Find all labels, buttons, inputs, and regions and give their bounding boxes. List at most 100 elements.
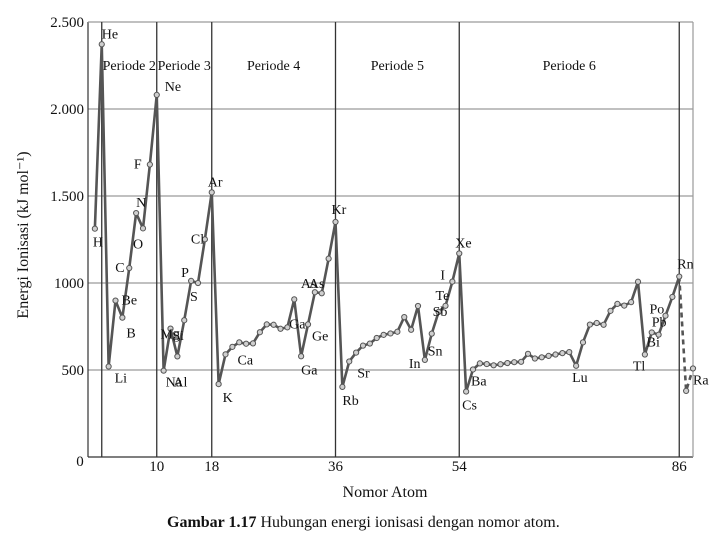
data-point [621,302,628,309]
data-point [201,236,208,243]
element-label: Lu [572,371,588,386]
data-point [380,331,387,338]
data-point [332,218,339,226]
data-point [442,302,449,309]
element-label: Kr [332,203,347,218]
element-label: Cs [462,399,477,414]
element-label: I [440,269,445,284]
data-point [243,340,250,347]
element-label: Na [166,376,183,391]
data-point [215,380,222,388]
element-label: Li [115,372,128,387]
data-point [428,330,435,337]
element-label: In [409,357,421,372]
data-point [401,314,408,321]
x-tick-label: 36 [328,459,344,475]
data-point [126,264,133,272]
element-label: K [223,391,233,406]
element-label: Sb [433,305,448,320]
data-point [236,339,243,346]
element-label: F [134,158,142,173]
element-label: Ga [301,363,318,378]
data-point [676,273,683,280]
data-point [689,365,697,372]
element-label: Ge [312,329,328,344]
data-point [634,278,642,285]
data-point [298,353,305,360]
data-point [607,307,614,314]
period-labels-group: Periode 2 Periode 3 Periode 4 Periode 5 Peri… [103,59,596,74]
data-point [304,321,312,328]
data-point [146,161,153,168]
data-point [188,277,195,285]
data-point [284,324,291,331]
element-label: O [133,237,143,252]
data-point [249,340,257,347]
x-tick-label: 10 [149,459,164,475]
series-line-dashed [677,276,695,392]
element-label: S [190,290,198,305]
element-label: Ba [471,374,487,389]
data-point [476,360,483,367]
element-label: N [136,196,146,211]
data-point [600,321,607,328]
data-point [414,302,422,310]
data-point [524,350,532,357]
element-label: Ra [693,373,709,388]
element-label: Ar [208,175,223,190]
y-tick-label: 500 [62,363,85,379]
data-point [346,358,353,365]
y-tick-label: 2.000 [50,102,84,118]
data-point [181,317,188,324]
element-label: Al [173,375,187,390]
data-point [98,41,105,48]
data-point [545,352,552,360]
data-point [366,340,373,347]
data-point [669,293,676,301]
x-tick-labels-group: 0 10 18 36 54 86 [76,454,687,475]
data-point [119,314,126,321]
element-label: Sr [357,366,370,381]
data-point [263,321,270,328]
period-label: Periode 2 [103,59,156,74]
element-label: Pb [652,315,667,330]
data-point [160,367,167,374]
data-point [359,342,367,349]
data-point [504,359,511,367]
period-boundary-lines [101,22,680,457]
data-point [614,300,621,307]
element-label: Ca [238,353,254,368]
series-line-group [93,42,695,393]
period-label: Periode 6 [543,59,596,74]
data-point [573,362,580,369]
data-point [277,325,284,332]
data-point [497,361,504,368]
data-point [566,348,573,356]
data-point [387,330,394,337]
element-label: Ga [289,317,306,332]
element-label: Bi [647,336,660,351]
data-point [339,383,346,390]
data-point [518,358,525,365]
data-point [167,325,174,332]
data-point [311,289,318,296]
data-point [648,329,655,336]
y-tick-label: 2.500 [50,15,84,31]
element-label: Rn [677,258,693,273]
data-point [579,339,587,346]
element-label: Si [172,329,184,344]
data-point [208,189,215,196]
data-point [511,359,518,366]
data-point [469,366,477,373]
element-label: Tl [633,360,646,375]
element-label: Ne [165,80,181,95]
data-point [483,360,490,368]
data-point [662,312,669,319]
data-point [490,362,497,369]
element-label: B [126,327,135,342]
element-label: P [181,266,189,281]
data-point [655,331,662,338]
data-point [174,353,181,360]
data-point [91,225,98,232]
